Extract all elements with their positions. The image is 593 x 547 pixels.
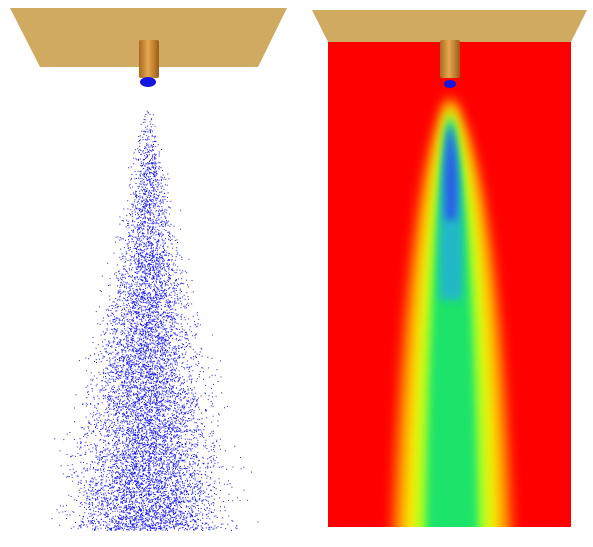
page: (() => { const data = JSON.parse(documen… bbox=[0, 0, 593, 547]
nozzle-tip bbox=[140, 77, 156, 87]
nozzle-tip bbox=[444, 80, 456, 88]
scene bbox=[0, 0, 593, 547]
nozzle bbox=[440, 40, 460, 78]
field-panel bbox=[312, 10, 587, 540]
spray-panel bbox=[10, 8, 287, 531]
nozzle bbox=[139, 40, 159, 78]
droplets bbox=[52, 111, 259, 531]
ceiling bbox=[312, 10, 587, 42]
